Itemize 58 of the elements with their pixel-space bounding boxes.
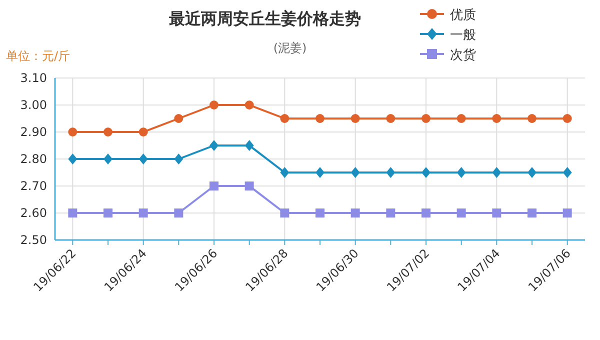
legend-label: 一般 [450,28,476,43]
point [68,128,78,136]
point [280,114,290,123]
point [244,140,254,151]
point [492,114,502,123]
point [350,114,360,123]
point [422,167,430,178]
point [68,208,78,218]
y-tick-label: 2.70 [20,179,47,193]
point [528,167,536,178]
point [528,208,536,218]
y-tick-label: 2.60 [20,206,47,220]
point [174,114,184,123]
legend-label: 优质 [450,8,476,23]
point [138,208,148,218]
y-axis-title: 单位：元/斤 [6,49,70,63]
point [104,154,112,164]
point [492,208,502,218]
point [138,128,148,136]
y-tick-label: 3.00 [20,98,47,112]
point [562,167,572,178]
point [138,154,148,164]
chart-subtitle: (泥姜) [273,41,307,55]
point [562,114,572,123]
point [280,208,290,218]
point [104,208,112,218]
point [244,100,254,110]
legend-label: 次货 [450,48,476,63]
point [456,114,466,123]
point [316,208,324,218]
y-tick-label: 2.50 [20,233,47,247]
point [528,114,536,123]
point [244,182,254,190]
point [210,100,218,110]
point [456,167,466,178]
point [562,208,572,218]
y-tick-label: 3.10 [20,71,47,85]
point [350,208,360,218]
point [492,167,502,178]
point [210,182,218,190]
point [456,208,466,218]
point [422,114,430,123]
point [316,114,324,123]
point [174,154,184,164]
point [350,167,360,178]
y-tick-label: 2.90 [20,125,47,139]
point [386,208,396,218]
point [386,114,396,123]
point [280,167,290,178]
point [210,140,218,151]
point [104,128,112,136]
point [316,167,324,178]
y-tick-label: 2.80 [20,152,47,166]
point [174,208,184,218]
point [386,167,396,178]
point [422,208,430,218]
chart-title: 最近两周安丘生姜价格走势 [168,9,361,28]
point [68,154,78,164]
